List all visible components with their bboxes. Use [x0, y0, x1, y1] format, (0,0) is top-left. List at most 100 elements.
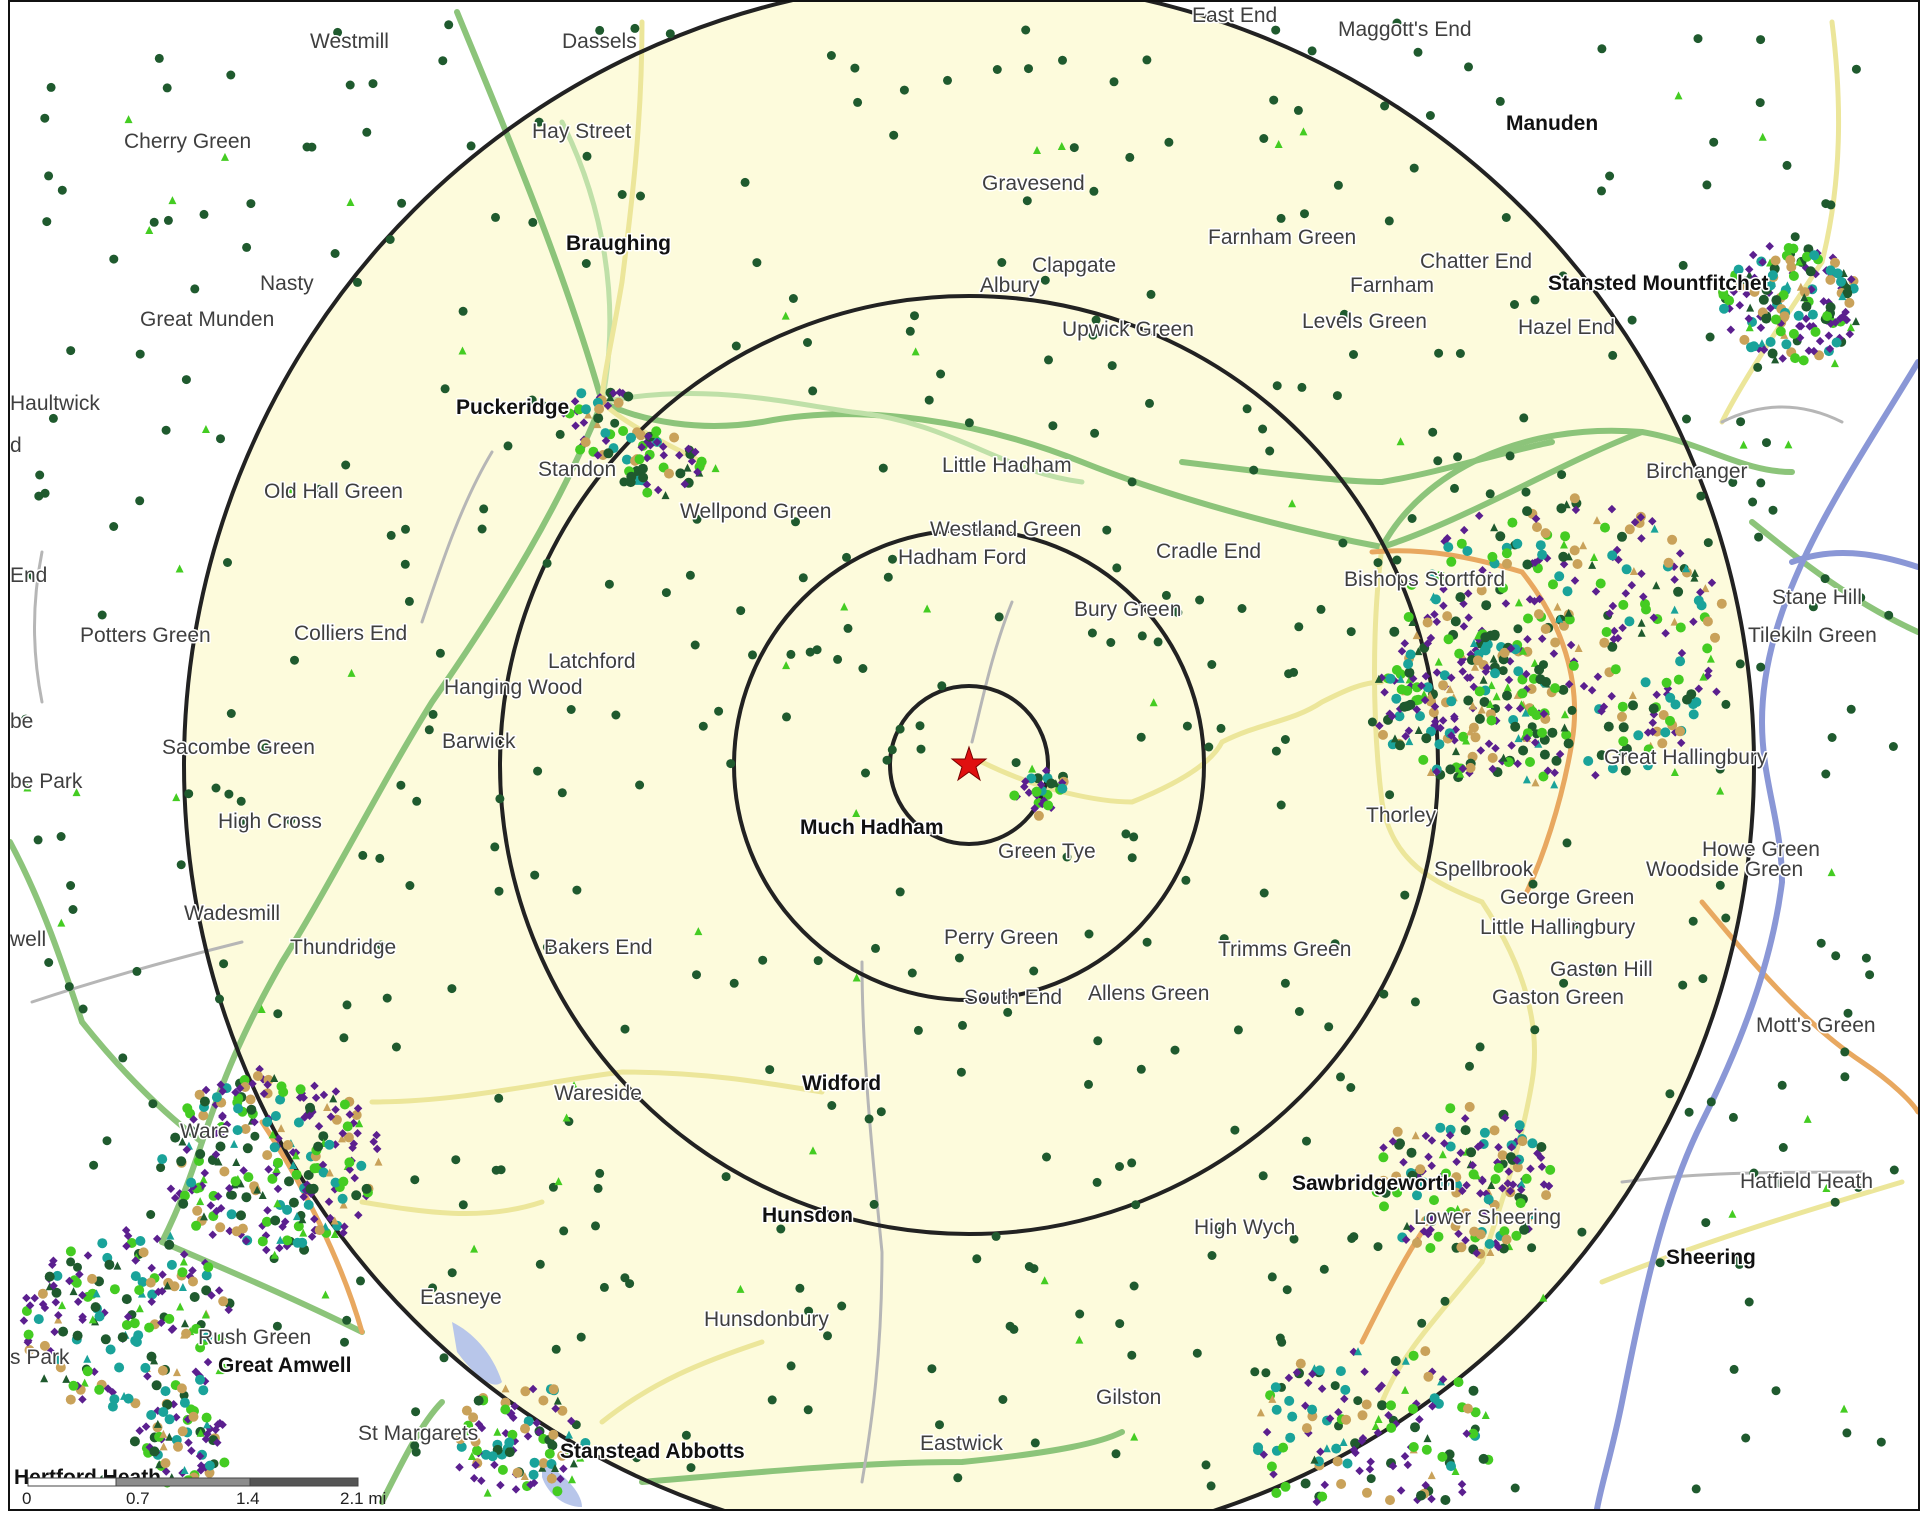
point-triangle [153, 1419, 162, 1428]
point-dot [1332, 391, 1342, 401]
point-dot [44, 958, 54, 967]
point-diamond [1445, 1130, 1455, 1140]
point-diamond [311, 1093, 321, 1102]
point-dot [1489, 1125, 1500, 1136]
point-dot [1127, 477, 1137, 487]
point-diamond [1506, 1186, 1515, 1196]
point-diamond [1555, 749, 1565, 759]
point-dot [44, 1271, 55, 1282]
point-diamond [54, 1311, 63, 1320]
point-dot [1388, 1178, 1399, 1189]
point-dot [1367, 717, 1377, 727]
point-dot [78, 1004, 88, 1014]
point-dot [593, 1183, 603, 1193]
point-dot [1106, 638, 1116, 647]
point-dot [1550, 683, 1560, 694]
point-dot [109, 1284, 120, 1295]
point-dot [1511, 1230, 1522, 1241]
point-dot [1540, 624, 1551, 634]
point-diamond [615, 388, 624, 397]
points-layer [19, 18, 1899, 1507]
point-diamond [1637, 569, 1646, 579]
point-dot [1145, 398, 1154, 408]
point-dot [170, 1132, 181, 1143]
place-label: Gaston Green [1492, 986, 1624, 1009]
point-dot [72, 1330, 83, 1341]
point-dot [382, 993, 392, 1003]
point-diamond [1607, 691, 1616, 701]
point-dot [1484, 1239, 1495, 1249]
point-dot [1439, 1178, 1450, 1189]
point-diamond [1742, 289, 1751, 299]
point-dot [137, 1277, 148, 1287]
point-dot [1527, 706, 1538, 717]
point-triangle [253, 1185, 262, 1194]
point-diamond [166, 1184, 176, 1194]
point-triangle [1728, 1209, 1737, 1218]
point-dot [463, 1420, 474, 1431]
point-triangle [553, 1396, 562, 1405]
point-diamond [338, 1129, 347, 1138]
point-diamond [1452, 1157, 1461, 1166]
point-dot [195, 1342, 206, 1353]
point-diamond [1423, 639, 1433, 648]
point-triangle [276, 1235, 285, 1244]
map-frame[interactable]: East End Westmill Dassels Maggott's End … [8, 0, 1920, 1511]
point-dot [1755, 98, 1765, 108]
point-dot [1317, 1491, 1328, 1502]
point-triangle [80, 1378, 89, 1387]
point-dot [1830, 1197, 1840, 1207]
point-diamond [1458, 667, 1467, 676]
scale-label: 0 [22, 1489, 31, 1508]
point-diamond [1438, 1375, 1448, 1384]
lakes [452, 1322, 582, 1507]
point-triangle [1745, 323, 1754, 332]
place-label: Farnham [1350, 274, 1434, 297]
point-dot [246, 1104, 257, 1115]
point-dot [1400, 890, 1410, 900]
point-dot [721, 1172, 731, 1182]
point-dot [1333, 180, 1343, 190]
point-dot [1608, 350, 1618, 360]
point-triangle [1530, 1211, 1539, 1220]
point-triangle [1514, 598, 1523, 607]
center-star-icon[interactable] [950, 745, 988, 782]
point-triangle [1530, 658, 1539, 667]
point-diamond [1365, 1465, 1375, 1474]
point-triangle [1637, 628, 1646, 637]
point-dot [333, 27, 343, 37]
point-diamond [1744, 314, 1754, 323]
point-dot [1261, 1368, 1271, 1378]
point-diamond [1815, 336, 1825, 346]
point-dot [195, 1374, 205, 1385]
point-diamond [528, 1384, 538, 1394]
point-dot [661, 588, 671, 598]
point-diamond [1462, 1180, 1471, 1190]
point-dot [186, 1177, 197, 1188]
point-dot [520, 1423, 530, 1434]
point-triangle [1299, 127, 1308, 136]
point-dot [1535, 674, 1546, 685]
point-diamond [1637, 534, 1646, 543]
point-dot [564, 408, 575, 419]
point-dot [351, 1110, 362, 1120]
place-label: well [10, 928, 46, 951]
point-dot [123, 1393, 134, 1404]
point-triangle [781, 311, 790, 320]
point-triangle [1553, 602, 1562, 611]
point-dot [620, 1273, 630, 1283]
point-diamond [1512, 1156, 1522, 1165]
point-dot [1040, 275, 1050, 285]
point-dot [1701, 1218, 1711, 1228]
point-diamond [299, 1192, 308, 1202]
place-label: Birchanger [1646, 460, 1748, 483]
point-dot [1125, 152, 1135, 162]
point-dot [512, 1467, 523, 1478]
point-dot [1460, 1125, 1471, 1136]
point-dot [621, 454, 632, 465]
point-dot [1476, 585, 1487, 596]
point-dot [224, 789, 234, 799]
point-dot [282, 1204, 293, 1215]
map-canvas[interactable]: East End Westmill Dassels Maggott's End … [10, 2, 1918, 1509]
point-triangle [201, 1310, 210, 1319]
